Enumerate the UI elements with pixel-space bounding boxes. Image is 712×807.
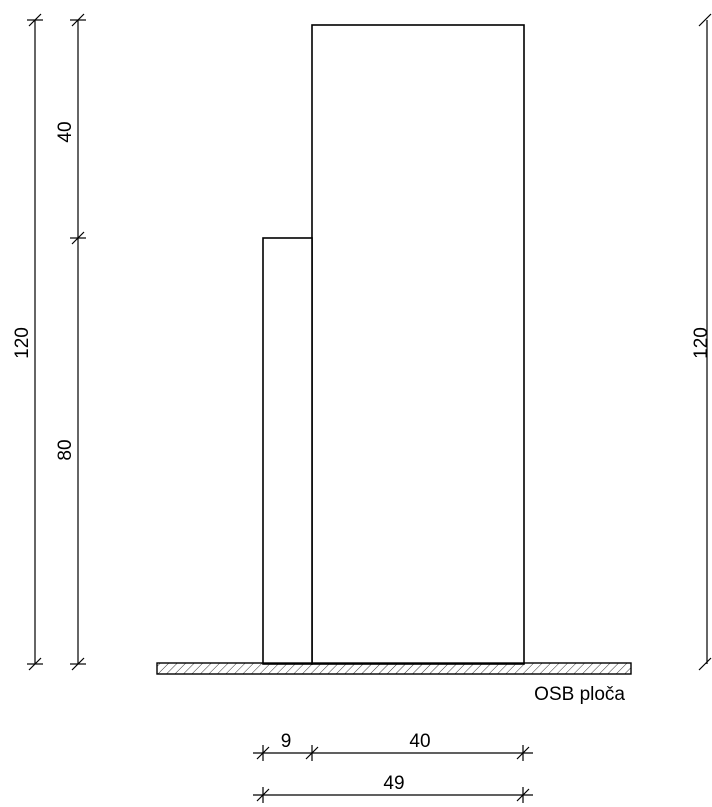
osb-board (156, 662, 632, 675)
dim-label-left-top: 40 (55, 121, 76, 142)
dimension-bottom-total: 49 (253, 773, 533, 803)
dim-label-right-total: 120 (691, 327, 712, 359)
dimension-right-total: 120 (691, 13, 712, 671)
dimension-bottom-split: 9 40 (253, 731, 533, 761)
narrow-beam (262, 237, 313, 665)
dim-label-bottom-total: 49 (383, 773, 404, 794)
osb-board-label: OSB ploča (534, 684, 625, 705)
tall-beam (311, 24, 525, 665)
dim-label-left-total: 120 (12, 327, 33, 359)
dimension-left-total: 120 (12, 13, 43, 671)
dim-label-bottom-large: 40 (409, 731, 430, 752)
dimension-left-split: 40 80 (55, 13, 86, 671)
dim-label-bottom-small: 9 (281, 731, 292, 752)
dim-label-left-bottom: 80 (55, 439, 76, 460)
